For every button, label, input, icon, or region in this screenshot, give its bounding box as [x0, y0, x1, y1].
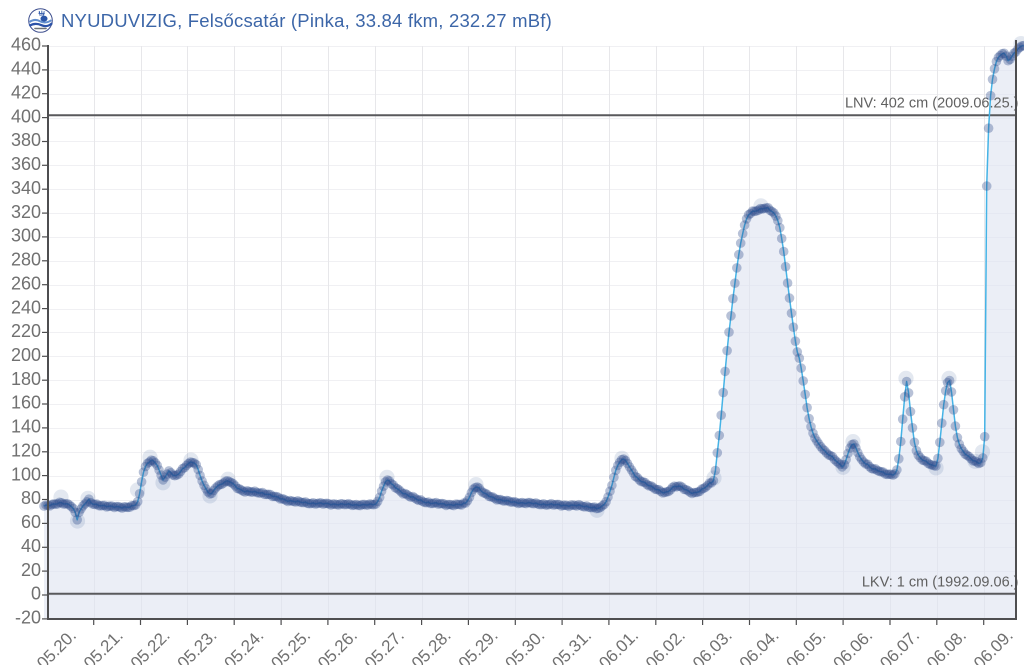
- svg-text:LKV: 1 cm (1992.09.06.): LKV: 1 cm (1992.09.06.): [862, 574, 1019, 590]
- svg-text:400: 400: [11, 106, 41, 126]
- svg-text:460: 460: [11, 35, 41, 55]
- svg-text:40: 40: [21, 536, 41, 556]
- svg-text:0: 0: [31, 584, 41, 604]
- svg-text:60: 60: [21, 512, 41, 532]
- svg-text:380: 380: [11, 130, 41, 150]
- svg-text:320: 320: [11, 202, 41, 222]
- svg-text:260: 260: [11, 273, 41, 293]
- svg-text:100: 100: [11, 464, 41, 484]
- svg-text:140: 140: [11, 417, 41, 437]
- svg-text:340: 340: [11, 178, 41, 198]
- svg-text:280: 280: [11, 250, 41, 270]
- svg-text:420: 420: [11, 82, 41, 102]
- svg-text:-20: -20: [15, 608, 41, 628]
- svg-text:200: 200: [11, 345, 41, 365]
- svg-text:360: 360: [11, 154, 41, 174]
- svg-text:180: 180: [11, 369, 41, 389]
- svg-text:440: 440: [11, 59, 41, 79]
- svg-text:120: 120: [11, 441, 41, 461]
- svg-text:NYUDUVIZIG, Felsőcsatár (Pinka: NYUDUVIZIG, Felsőcsatár (Pinka, 33.84 fk…: [61, 10, 552, 31]
- svg-text:20: 20: [21, 560, 41, 580]
- svg-text:220: 220: [11, 321, 41, 341]
- svg-text:160: 160: [11, 393, 41, 413]
- svg-text:300: 300: [11, 226, 41, 246]
- svg-text:LNV: 402 cm (2009.06.25.): LNV: 402 cm (2009.06.25.): [845, 96, 1019, 112]
- svg-text:80: 80: [21, 488, 41, 508]
- svg-text:240: 240: [11, 297, 41, 317]
